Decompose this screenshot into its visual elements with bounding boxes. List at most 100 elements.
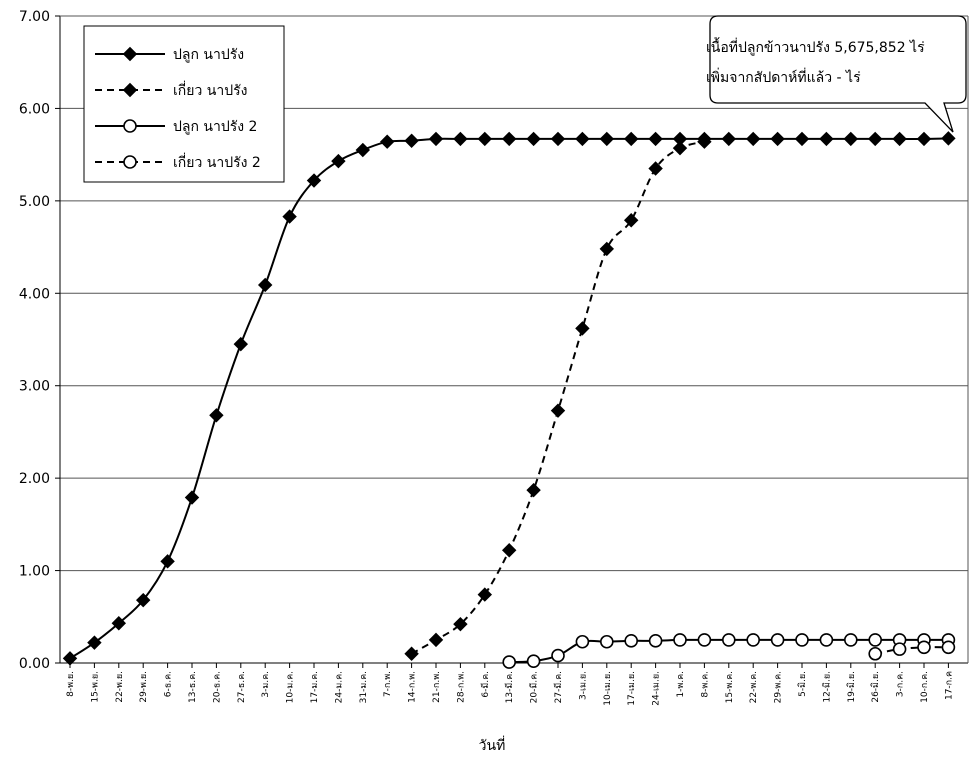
x-tick-label: 26-มิ.ย. (870, 671, 881, 703)
legend-marker (123, 119, 137, 133)
legend-marker (123, 155, 137, 169)
x-tick-label: 3-ก.ค. (896, 671, 906, 697)
x-tick-label: 15-พ.ย. (90, 671, 100, 703)
data-point (917, 640, 931, 655)
data-point (575, 321, 590, 336)
y-tick-labels: 0.00 1.00 2.00 3.00 4.00 5.00 6.00 7.00 (19, 9, 50, 672)
series-layer (62, 131, 956, 669)
data-point (550, 131, 566, 147)
data-point (428, 632, 444, 648)
y-tick-label: 7.00 (19, 9, 50, 25)
x-tick-label: 13-ธ.ค. (188, 671, 198, 703)
data-point (501, 131, 517, 147)
data-point (795, 633, 809, 647)
x-tick-label: 6-ธ.ค. (164, 671, 174, 697)
y-tick-label: 3.00 (19, 379, 50, 395)
data-point (428, 131, 444, 147)
x-tick-label: 17-ม.ค. (310, 671, 320, 703)
annotation-callout: เนื้อที่ปลูกข้าวนาปรัง 5,675,852 ไร่ เพิ… (706, 15, 967, 133)
data-point (331, 153, 346, 169)
x-tick-label: 27-มี.ค. (553, 671, 564, 703)
annotation-line-2: เพิ่มจากสัปดาห์ที่แล้ว - ไร่ (706, 68, 861, 86)
y-tick-label: 4.00 (19, 286, 50, 302)
data-point (892, 131, 907, 147)
data-point (794, 131, 810, 147)
legend-marker (122, 46, 138, 62)
data-point (477, 587, 493, 602)
x-tick-label: 10-ม.ค. (286, 671, 296, 703)
data-point (306, 173, 322, 188)
data-point (624, 634, 639, 648)
x-tick-label: 10-ก.ค. (920, 671, 930, 703)
x-axis-label: วันที่ (479, 736, 506, 754)
series-line (411, 140, 705, 655)
series-line (875, 646, 949, 655)
x-tick-label: 19-มิ.ย. (846, 671, 857, 703)
data-point (697, 633, 712, 647)
data-point (673, 633, 687, 647)
x-tick-label: 14-ก.พ. (408, 671, 418, 703)
data-point (551, 648, 565, 663)
x-tick-label: 21-ก.พ. (432, 671, 442, 703)
data-point (477, 131, 493, 147)
data-point (233, 336, 249, 352)
y-tick-label: 1.00 (19, 564, 50, 580)
x-tick-label: 13-มี.ค. (504, 671, 515, 703)
data-point (526, 482, 541, 498)
series-line (69, 137, 949, 660)
data-point (160, 554, 175, 569)
data-point (404, 133, 419, 148)
data-point (599, 241, 615, 257)
legend-label: ปลูก นาปรัง (173, 47, 244, 63)
data-point (135, 592, 151, 608)
data-point (770, 633, 785, 647)
legend-label: เกี่ยว นาปรัง 2 (173, 153, 261, 171)
data-point (648, 131, 663, 147)
data-point (502, 655, 517, 669)
series-2 (404, 134, 712, 661)
x-tick-label: 27-ธ.ค. (237, 671, 247, 703)
y-tick-label: 0.00 (19, 656, 50, 672)
data-point (843, 131, 859, 147)
data-point (648, 634, 663, 648)
x-tick-label: 17-ก.ค (944, 671, 954, 700)
series-1 (62, 131, 956, 666)
data-point (770, 131, 785, 147)
x-tick-label: 20-ธ.ค. (212, 671, 222, 703)
legend: ปลูก นาปรังเกี่ยว นาปรังปลูก นาปรัง 2 เกี… (83, 25, 285, 183)
x-tick-label: 3-เม.ย. (578, 671, 588, 700)
x-tick-label: 8-พ.ค. (700, 671, 710, 698)
legend-label: ปลูก นาปรัง 2 (173, 119, 257, 135)
x-tick-label: 6-มี.ค. (480, 671, 491, 698)
data-point (575, 634, 590, 649)
data-point (867, 131, 883, 147)
data-point (355, 142, 371, 158)
data-point (843, 633, 858, 647)
y-tick-label: 2.00 (19, 471, 50, 487)
x-tick-label: 29-พ.ค. (774, 671, 784, 703)
annotation-line-1: เนื้อที่ปลูกข้าวนาปรัง 5,675,852 ไร่ (706, 37, 925, 56)
x-tick-label: 22-พ.ย. (115, 671, 125, 703)
x-tick-label: 24-ม.ค. (334, 671, 344, 703)
data-point (184, 490, 200, 505)
data-point (575, 131, 590, 147)
legend-label: เกี่ยว นาปรัง (173, 81, 247, 99)
x-tick-label: 29-พ.ย. (139, 671, 149, 703)
data-point (868, 646, 883, 661)
x-tick-label: 15-พ.ค. (725, 671, 735, 703)
x-tick-label: 1-พ.ค. (676, 671, 686, 698)
legend-marker (122, 82, 138, 98)
x-tick-label: 7-ก.พ. (383, 671, 393, 697)
data-point (721, 633, 736, 647)
x-tick-label: 24-เม.ย. (652, 671, 662, 706)
data-point (745, 131, 761, 147)
data-point (868, 633, 883, 647)
data-point (111, 616, 127, 631)
x-tick-label: 12-มิ.ย. (821, 671, 832, 703)
data-point (282, 209, 297, 224)
data-point (599, 131, 615, 147)
data-point (892, 642, 907, 656)
y-tick-label: 5.00 (19, 194, 50, 210)
data-point (526, 131, 541, 147)
x-tick-label: 31-ม.ค. (359, 671, 369, 703)
